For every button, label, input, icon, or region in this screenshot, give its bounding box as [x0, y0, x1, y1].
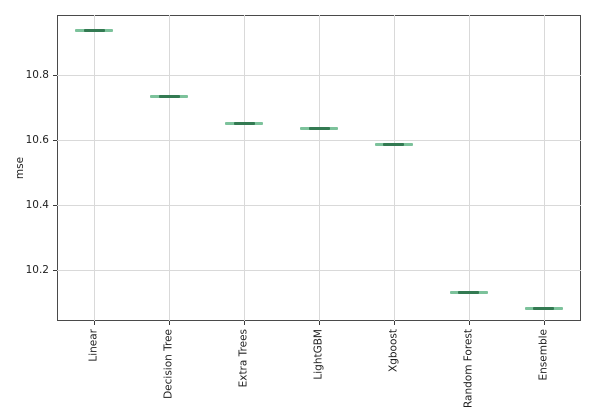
x-gridline: [393, 15, 395, 321]
x-tick-mark: [169, 321, 171, 325]
x-tick-label: Decision Tree: [162, 329, 175, 399]
y-tick-label: 10.2: [25, 264, 49, 276]
x-gridline: [468, 15, 470, 321]
x-tick-label: Ensemble: [537, 329, 550, 381]
x-tick-mark: [319, 321, 320, 325]
boxplot-median-line: [233, 122, 255, 125]
boxplot-median-line: [458, 290, 480, 294]
x-tick-mark: [393, 321, 395, 325]
y-tick-label: 10.8: [25, 69, 49, 81]
x-gridline: [543, 15, 545, 321]
x-gridline: [94, 15, 96, 321]
x-tick-mark: [468, 321, 470, 325]
boxplot-median-line: [533, 306, 555, 310]
boxplot-median-line: [308, 126, 330, 130]
x-tick-label: Xgboost: [387, 329, 400, 372]
y-tick-mark: [53, 270, 57, 271]
x-gridline: [319, 15, 320, 321]
y-tick-mark: [53, 205, 57, 206]
y-tick-label: 10.6: [25, 134, 49, 146]
boxplot-median-line: [383, 142, 405, 146]
x-tick-mark: [543, 321, 545, 325]
x-gridline: [244, 15, 246, 321]
x-tick-label: Linear: [87, 329, 100, 362]
y-axis-label: mse: [14, 156, 26, 180]
x-tick-mark: [94, 321, 96, 325]
y-tick-mark: [53, 140, 57, 141]
boxplot-median-line: [83, 29, 105, 33]
x-tick-label: LightGBM: [312, 329, 325, 380]
y-tick-mark: [53, 75, 57, 76]
x-gridline: [169, 15, 171, 321]
x-tick-mark: [244, 321, 246, 325]
y-tick-label: 10.4: [25, 199, 49, 211]
x-tick-label: Random Forest: [462, 329, 475, 409]
x-tick-label: Extra Trees: [237, 329, 250, 388]
boxplot-median-line: [158, 95, 180, 99]
